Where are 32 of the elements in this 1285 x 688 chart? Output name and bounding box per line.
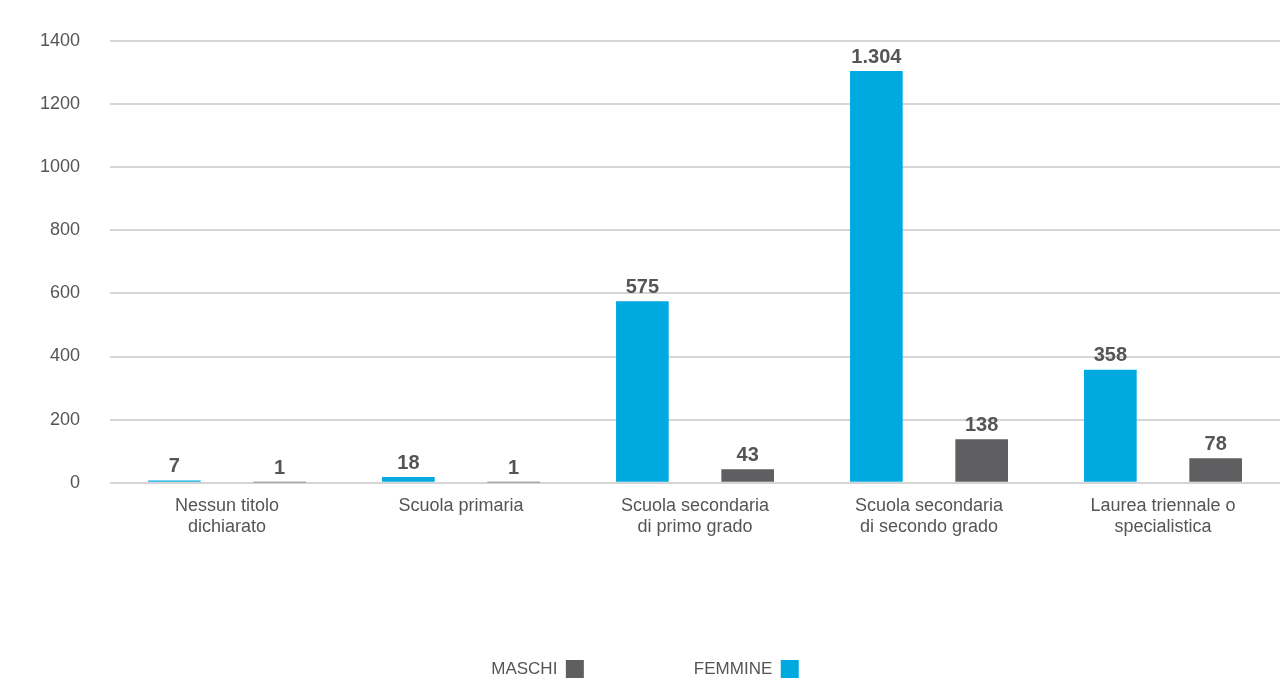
data-label: 1 <box>274 456 286 478</box>
bar <box>850 71 903 482</box>
legend-label: MASCHI <box>491 658 558 678</box>
y-tick-label: 1400 <box>40 29 81 50</box>
y-tick-label: 0 <box>70 471 81 492</box>
data-label: 18 <box>397 450 420 473</box>
bar <box>721 469 774 482</box>
data-label: 138 <box>964 412 999 435</box>
y-tick-label: 600 <box>50 282 81 303</box>
bar <box>382 477 435 482</box>
y-tick-label: 1000 <box>40 156 81 177</box>
x-tick-label: Scuola secondaria di secondo grado <box>854 494 1005 537</box>
data-label: 358 <box>1093 343 1128 366</box>
data-label: 7 <box>168 454 180 477</box>
data-label: 1 <box>508 456 520 478</box>
x-tick-label: Nessun titolo dichiarato <box>175 494 280 537</box>
legend-label: FEMMINE <box>693 658 773 678</box>
x-tick-label: Scuola secondaria di primo grado <box>620 494 771 537</box>
bar <box>1189 458 1242 482</box>
data-label: 575 <box>625 274 660 297</box>
bar <box>616 301 669 482</box>
data-label: 43 <box>736 442 759 465</box>
x-tick-label: Laurea triennale o specialistica <box>1090 494 1236 537</box>
bar <box>955 439 1008 482</box>
bar <box>1084 369 1137 482</box>
data-label: 78 <box>1204 431 1227 454</box>
data-label: 1.304 <box>851 44 903 67</box>
y-tick-label: 1200 <box>40 92 81 113</box>
y-tick-label: 200 <box>50 408 81 429</box>
y-tick-label: 800 <box>50 219 81 240</box>
x-tick-label: Scuola primaria <box>398 494 525 515</box>
y-tick-label: 400 <box>50 345 81 366</box>
